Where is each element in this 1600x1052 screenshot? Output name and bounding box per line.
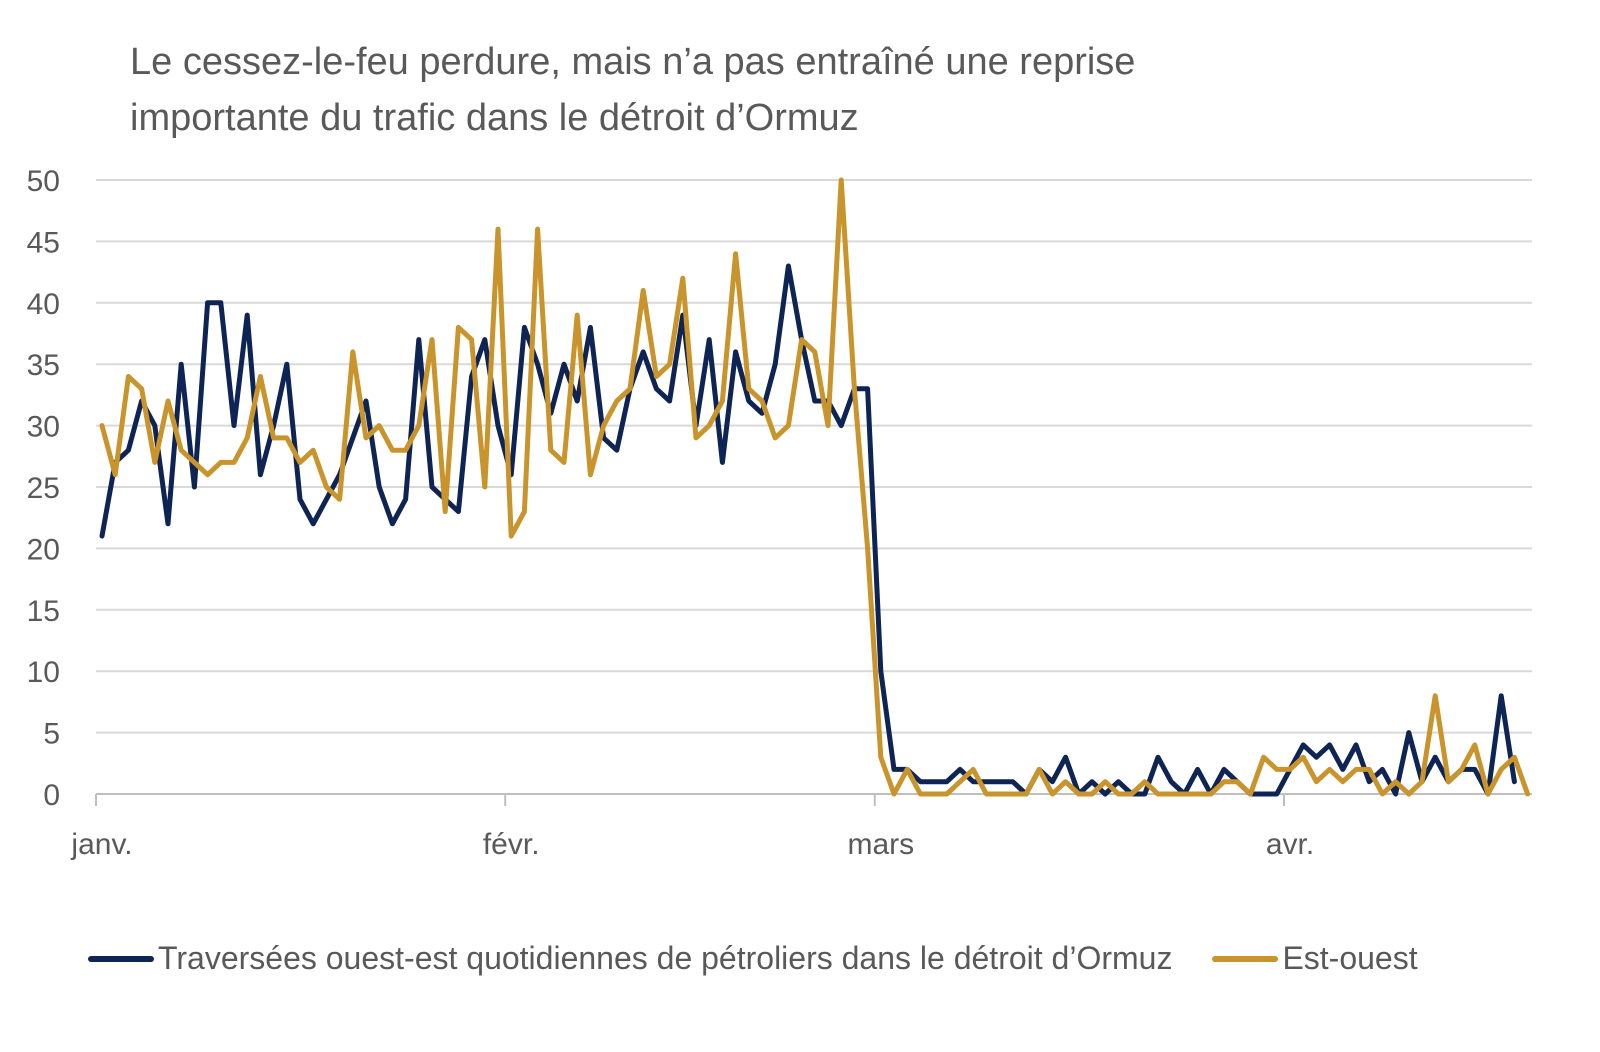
y-tick-label-45: 45 (27, 226, 60, 259)
chart-title-line-1: Le cessez-le-feu perdure, mais n’a pas e… (130, 41, 1136, 83)
x-tick-label: janv. (70, 828, 132, 861)
legend-swatch-east-west (1212, 955, 1279, 962)
legend: Traversées ouest-est quotidiennes de pét… (88, 940, 1458, 977)
line-chart: 0 5 10 15 20 25 30 35 40 45 50 janv. févr. mars avr. (27, 165, 1532, 861)
legend-swatch-west-east (88, 955, 154, 962)
series-line-west-east (99, 263, 1517, 797)
chart-title-line-2: importante du trafic dans le détroit d’O… (130, 97, 859, 139)
y-tick-label-30: 30 (27, 411, 60, 444)
legend-item-east-west: Est-ouest (1212, 940, 1418, 977)
y-tick-label-35: 35 (27, 349, 60, 382)
y-tick-label-40: 40 (27, 288, 60, 321)
y-tick-label-15: 15 (27, 595, 60, 628)
y-tick-label-50: 50 (27, 165, 60, 198)
x-axis: janv. févr. mars avr. (70, 794, 1314, 861)
chart-title: Le cessez-le-feu perdure, mais n’a pas e… (130, 34, 1430, 146)
y-tick-label-20: 20 (27, 533, 60, 566)
gridlines (96, 179, 1532, 795)
data-series (99, 177, 1531, 797)
y-axis-tick-labels: 0 5 10 15 20 25 30 35 40 45 50 (27, 165, 60, 812)
series-line-east-west (99, 177, 1531, 797)
y-tick-label-10: 10 (27, 656, 60, 689)
x-tick-label: avr. (1266, 828, 1314, 861)
y-tick-label-5: 5 (43, 718, 60, 751)
x-tick-label: mars (847, 828, 914, 861)
legend-label-east-west: Est-ouest (1282, 940, 1418, 976)
legend-label-west-east: Traversées ouest-est quotidiennes de pét… (158, 940, 1173, 976)
y-tick-label-0: 0 (43, 779, 60, 812)
x-tick-label: févr. (483, 828, 540, 861)
y-tick-label-25: 25 (27, 472, 60, 505)
legend-item-west-east: Traversées ouest-est quotidiennes de pét… (88, 940, 1172, 977)
